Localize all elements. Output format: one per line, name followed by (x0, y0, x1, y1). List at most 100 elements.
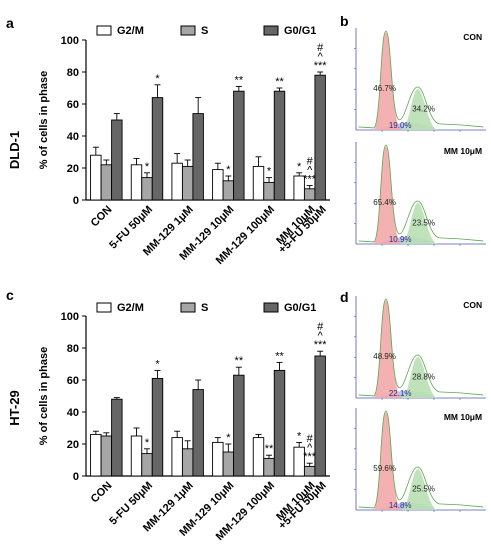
bar-g0g1 (111, 119, 123, 201)
significance-label: ^ (318, 51, 324, 63)
bar-g2m (252, 437, 265, 477)
y-tick-label: 0 (73, 195, 79, 207)
hist-sample-label: CON (463, 32, 482, 42)
y-tick-label: 20 (67, 163, 79, 175)
bar-g0g1 (233, 90, 245, 201)
bar-s (181, 165, 194, 201)
bar-s (141, 453, 153, 477)
legend-label-s: S (201, 302, 208, 314)
bar-s (263, 181, 275, 201)
hist-s-percent: 22.1% (389, 389, 412, 398)
bar-s (303, 465, 316, 477)
significance-label: *** (303, 451, 317, 463)
row-label-ht29: HT-29 (7, 390, 22, 425)
significance-label: # (307, 433, 314, 445)
significance-label: * (297, 161, 302, 173)
bar-g0g1 (233, 374, 245, 477)
significance-label: ** (275, 350, 284, 362)
bar-s (100, 164, 113, 201)
legend-swatch-s (180, 25, 196, 36)
significance-label: ** (235, 74, 244, 86)
significance-label: *** (314, 60, 328, 72)
significance-label: * (226, 164, 231, 176)
hist-s-percent: 19.0% (389, 121, 412, 130)
panel-letter-c: c (6, 287, 14, 303)
hist-outline-trace (358, 144, 484, 243)
bar-g0g1 (151, 97, 164, 201)
bar-g2m (130, 164, 143, 201)
hist-g2m-percent: 34.2% (412, 105, 435, 114)
bar-s (100, 435, 113, 477)
significance-label: ** (265, 443, 274, 455)
legend-label-g0g1: G0/G1 (284, 25, 316, 37)
significance-label: * (155, 358, 160, 370)
histogram-ht29-mm10: MM 10μM 59.6% 25.5%14.8% (354, 408, 486, 512)
histogram-dld1-con: CON 46.7% 34.2%19.0% (354, 28, 486, 132)
hist-g0g1-peak (374, 146, 401, 244)
significance-label: *** (303, 174, 317, 186)
legend-label-g0g1: G0/G1 (284, 302, 316, 314)
hist-g0g1-peak (374, 32, 401, 130)
legend-label-g2m: G2/M (117, 25, 144, 37)
hist-g0g1-percent: 59.6% (373, 464, 396, 473)
bar-g0g1 (273, 369, 286, 477)
x-tick-label: CON (89, 480, 115, 506)
significance-label: # (317, 42, 324, 54)
y-tick-label: 40 (67, 131, 79, 143)
hist-s-percent: 14.8% (389, 501, 412, 510)
significance-label: *** (314, 339, 328, 351)
significance-label: * (155, 73, 160, 85)
significance-label: ** (275, 76, 284, 88)
hist-g0g1-percent: 48.9% (373, 352, 396, 361)
bar-g0g1 (314, 355, 326, 477)
bar-s (181, 448, 194, 477)
bar-g2m (252, 165, 265, 201)
bar-g0g1 (273, 90, 286, 201)
row-label-dld1: DLD-1 (7, 131, 22, 169)
y-tick-label: 40 (67, 407, 79, 419)
y-tick-label: 80 (67, 67, 79, 79)
bar-s (263, 457, 275, 477)
bar-g0g1 (192, 389, 204, 477)
panel-letter-b: b (340, 13, 349, 29)
hist-outline-trace (358, 298, 484, 397)
hist-g2m-area (401, 89, 437, 130)
hist-g2m-percent: 23.5% (412, 219, 435, 228)
panel-letter-a: a (6, 15, 14, 31)
legend-swatch-s (180, 302, 196, 313)
hist-outline-trace (358, 410, 484, 509)
bar-g2m (171, 437, 183, 477)
significance-label: * (145, 161, 150, 173)
y-axis-label: % of cells in phase (38, 71, 50, 169)
hist-g2m-area (401, 357, 437, 398)
y-tick-label: 100 (61, 311, 79, 323)
bar-g2m (171, 162, 183, 201)
legend-swatch-g0g1 (263, 25, 279, 36)
significance-label: ^ (307, 442, 313, 454)
bar-s (141, 177, 153, 201)
significance-label: * (267, 166, 272, 178)
legend-label-g2m: G2/M (117, 302, 144, 314)
bar-g2m (212, 169, 224, 201)
legend-swatch-g2m (96, 302, 112, 313)
y-tick-label: 0 (73, 471, 79, 483)
y-tick-label: 20 (67, 439, 79, 451)
bar-g2m (212, 441, 224, 477)
y-tick-label: 60 (67, 375, 79, 387)
hist-g0g1-percent: 46.7% (373, 84, 396, 93)
bar-s (222, 451, 235, 477)
hist-g0g1-percent: 65.4% (373, 198, 396, 207)
hist-sample-label: CON (463, 300, 482, 310)
bar-s (222, 180, 235, 201)
bar-chart-dld1: 0 20 40 60 80 100 % of cells in phase G2/M S G0/G… (38, 25, 330, 267)
significance-label: # (317, 321, 324, 333)
y-tick-label: 60 (67, 99, 79, 111)
bar-g0g1 (192, 113, 204, 201)
hist-sample-label: MM 10μM (444, 146, 482, 156)
hist-sample-label: MM 10μM (444, 412, 482, 422)
bar-g2m (130, 435, 143, 477)
bar-g2m (90, 154, 102, 201)
significance-label: * (297, 430, 302, 442)
bar-g2m (90, 433, 102, 477)
histogram-ht29-con: CON 48.9% 28.8%22.1% (354, 296, 486, 400)
